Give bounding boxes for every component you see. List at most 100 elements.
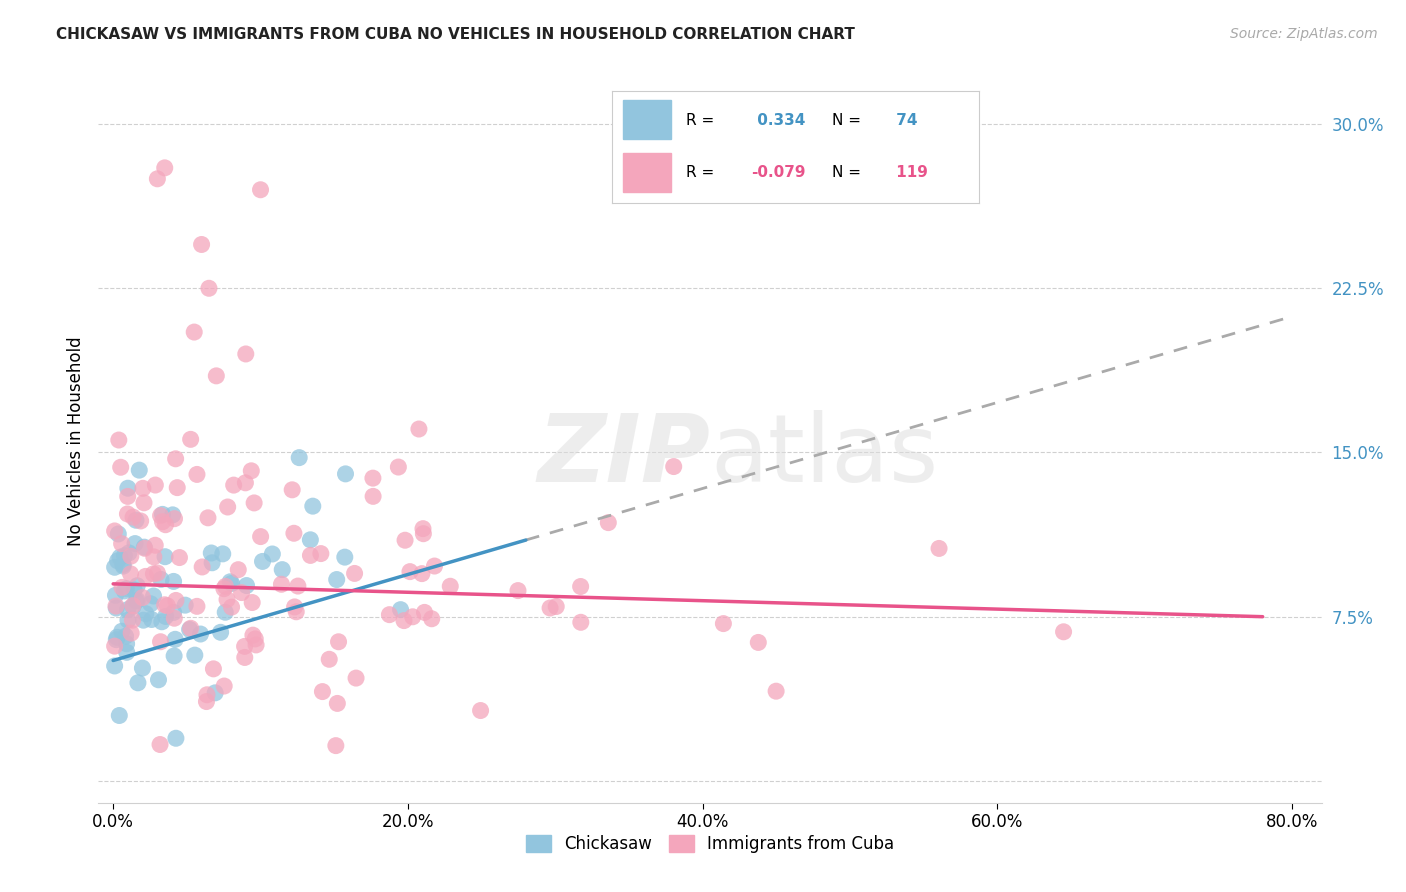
Point [281, 483, 304, 497]
Point [335, 467, 357, 481]
Point [191, 560, 214, 574]
Point [122, 599, 145, 614]
Point [114, 629, 136, 643]
Point [186, 599, 208, 614]
Point [389, 602, 412, 616]
Point [165, 593, 187, 607]
Point [202, 662, 225, 676]
Point [179, 623, 201, 637]
Point [131, 591, 153, 605]
Point [325, 739, 347, 753]
Point [186, 467, 208, 482]
Point [153, 598, 176, 612]
Point [143, 478, 166, 492]
Point [142, 566, 165, 581]
Point [412, 526, 434, 541]
Point [201, 556, 224, 570]
Point [180, 621, 202, 635]
Text: atlas: atlas [710, 410, 938, 502]
Point [165, 451, 187, 466]
Point [361, 489, 384, 503]
Point [235, 475, 257, 490]
Point [538, 601, 561, 615]
Point [112, 583, 135, 598]
Point [408, 422, 430, 436]
Point [105, 630, 128, 644]
Point [149, 738, 172, 752]
Point [135, 569, 157, 583]
Point [245, 632, 267, 646]
Point [183, 325, 205, 339]
Point [118, 546, 141, 560]
Point [104, 599, 127, 613]
Point [195, 694, 218, 708]
Point [150, 573, 173, 587]
Point [135, 607, 157, 621]
Point [104, 588, 127, 602]
Point [163, 611, 186, 625]
Point [212, 679, 235, 693]
Point [326, 697, 349, 711]
Point [214, 579, 236, 593]
Point [198, 281, 221, 295]
Point [412, 522, 434, 536]
Point [174, 598, 197, 612]
Point [112, 549, 135, 563]
Point [378, 607, 401, 622]
Point [204, 686, 226, 700]
Point [117, 490, 139, 504]
Point [270, 577, 292, 591]
Point [413, 606, 436, 620]
Point [311, 684, 333, 698]
Point [117, 481, 139, 495]
Point [110, 460, 132, 475]
Point [219, 574, 242, 589]
Point [420, 612, 443, 626]
Point [111, 580, 134, 594]
Point [162, 574, 184, 589]
Point [284, 599, 307, 614]
Point [153, 549, 176, 564]
Point [217, 500, 239, 514]
Point [141, 612, 163, 626]
Point [506, 583, 529, 598]
Point [169, 550, 191, 565]
Point [249, 183, 271, 197]
Point [283, 526, 305, 541]
Point [402, 609, 425, 624]
Point [240, 595, 263, 609]
Point [235, 578, 257, 592]
Point [139, 597, 162, 611]
Point [243, 496, 266, 510]
Point [288, 450, 311, 465]
Point [765, 684, 787, 698]
Point [148, 673, 170, 687]
Point [180, 433, 202, 447]
Point [152, 508, 174, 522]
Point [105, 601, 128, 615]
Point [108, 550, 131, 565]
Point [662, 459, 685, 474]
Point [299, 533, 322, 547]
Point [209, 625, 232, 640]
Point [165, 632, 187, 647]
Point [235, 347, 257, 361]
Point [343, 566, 366, 581]
Point [240, 464, 263, 478]
Point [200, 546, 222, 560]
Point [226, 563, 249, 577]
Point [149, 634, 172, 648]
Point [112, 558, 135, 572]
Y-axis label: No Vehicles in Household: No Vehicles in Household [66, 336, 84, 547]
Point [221, 600, 243, 615]
Point [325, 573, 347, 587]
Point [163, 511, 186, 525]
Point [104, 560, 127, 574]
Point [569, 615, 592, 630]
Point [333, 550, 356, 565]
Point [111, 624, 134, 639]
Point [411, 566, 433, 581]
Point [245, 638, 267, 652]
Point [122, 599, 145, 613]
Point [146, 566, 169, 580]
